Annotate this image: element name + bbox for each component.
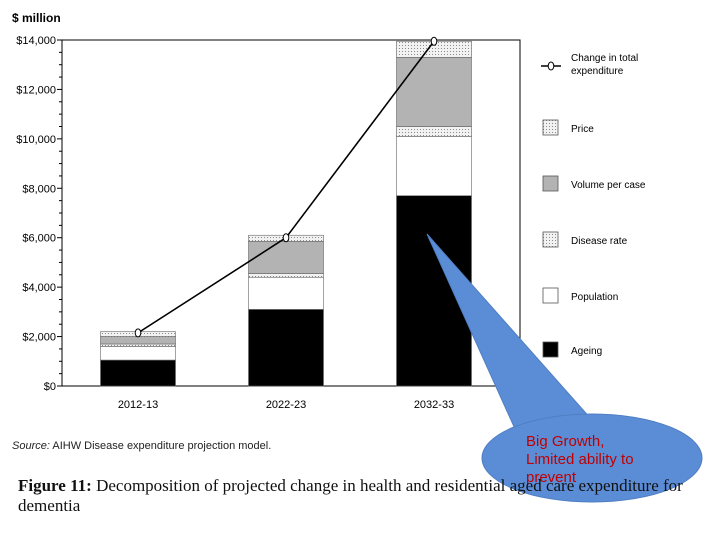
bar-segment-ageing xyxy=(100,359,176,387)
bar-segment-volume-per-case xyxy=(100,336,176,345)
x-tick-label: 2022-23 xyxy=(266,399,306,411)
legend-label-line: Change in total xyxy=(571,53,638,64)
legend-label: Volume per case xyxy=(571,180,646,191)
figure-label: Figure 11: xyxy=(18,476,97,495)
source-text: AIHW Disease expenditure projection mode… xyxy=(49,440,272,452)
source-note: Source: AIHW Disease expenditure project… xyxy=(12,440,271,452)
source-label: Source: xyxy=(12,440,50,452)
legend-label: Price xyxy=(571,124,594,135)
legend-label: Change in total expenditure xyxy=(571,53,638,77)
legend-swatch xyxy=(542,119,559,136)
legend-point-marker xyxy=(547,61,555,71)
x-tick-label: 2032-33 xyxy=(414,399,454,411)
y-tick-label: $10,000 xyxy=(16,134,56,146)
y-tick-label: $12,000 xyxy=(16,84,56,96)
callout-text-line: prevent xyxy=(526,469,577,486)
legend-label-line: expenditure xyxy=(571,66,624,77)
y-tick-label: $2,000 xyxy=(22,332,56,344)
line-point xyxy=(430,36,438,46)
legend-label: Disease rate xyxy=(571,236,628,247)
plot-area: $0 $2,000 $4,000 $6,000 $8,000 $10,000 $12,000… xyxy=(16,35,521,411)
callout-text-line: Big Growth, xyxy=(526,433,604,450)
figure-caption: Figure 11: Decomposition of projected ch… xyxy=(18,476,708,516)
y-axis-label: $ million xyxy=(12,11,61,25)
x-tick-label: 2012-13 xyxy=(118,399,158,411)
bar-segment-population xyxy=(396,136,472,196)
bar-segment-volume-per-case xyxy=(396,56,472,127)
figure-title: Decomposition of projected change in hea… xyxy=(18,476,683,515)
y-tick-label: $14,000 xyxy=(16,35,56,47)
y-tick-label: $8,000 xyxy=(22,183,56,195)
bar-segment-disease-rate xyxy=(396,126,472,137)
bar-segment-disease-rate xyxy=(100,343,176,347)
legend-swatch xyxy=(542,287,559,304)
legend: Change in total expenditure Price Volume pe… xyxy=(541,53,646,358)
y-tick-label: $4,000 xyxy=(22,282,56,294)
bar-segment-population xyxy=(100,346,176,361)
callout-text: Big Growth, Limited ability to prevent xyxy=(526,433,634,486)
callout-annotation: Big Growth, Limited ability to prevent xyxy=(426,233,703,503)
callout-bubble xyxy=(481,413,703,503)
legend-swatch xyxy=(542,341,559,358)
legend-swatch xyxy=(542,231,559,248)
legend-label: Population xyxy=(571,292,618,303)
line-point xyxy=(134,328,142,338)
y-tick-label: $6,000 xyxy=(22,233,56,245)
bar-segment-volume-per-case xyxy=(248,241,324,274)
bar-segment-ageing xyxy=(248,309,324,387)
legend-label: Ageing xyxy=(571,346,602,357)
bar-segment-population xyxy=(248,276,324,310)
legend-swatch xyxy=(542,175,559,192)
y-tick-label: $0 xyxy=(44,381,56,393)
bar-segment-disease-rate xyxy=(248,273,324,278)
callout-text-line: Limited ability to xyxy=(526,451,634,468)
line-point xyxy=(282,233,290,243)
